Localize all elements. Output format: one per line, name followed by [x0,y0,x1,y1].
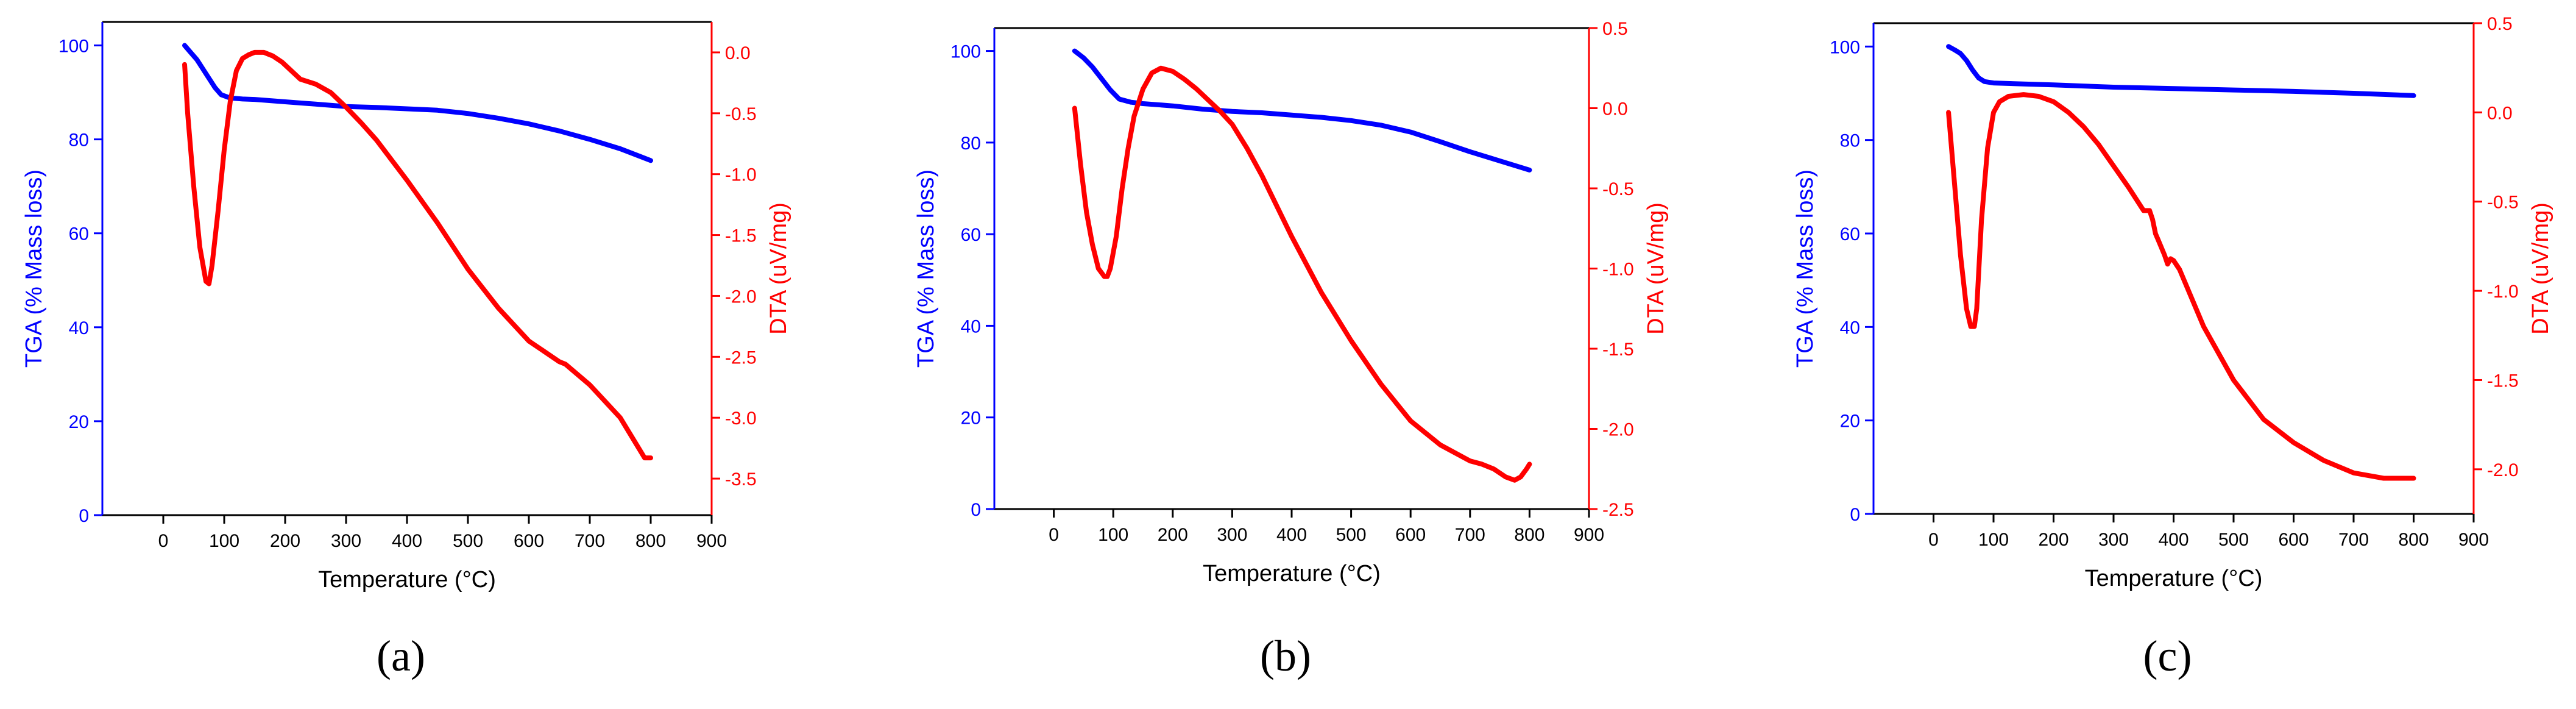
y-tick-label: 40 [1840,318,1860,338]
x-tick-label: 400 [392,531,422,551]
x-tick-label: 200 [1158,525,1188,545]
y2-tick-label: -0.5 [1602,179,1634,199]
x-tick-label: 300 [331,531,361,551]
dta-series-line [1946,92,2416,481]
y-tick-label: 100 [1830,37,1860,57]
y2-tick-label: 0.0 [725,43,751,63]
panel-label: (b) [1260,632,1311,680]
x-tick-label: 300 [2098,530,2129,550]
x-tick-label: 700 [2338,530,2369,550]
x-axis-title: Temperature (°C) [318,567,496,593]
y2-tick-label: 0.5 [2487,14,2513,34]
x-tick-label: 200 [270,531,300,551]
panel-b: 0 100 200 300 400 500 600 700 800 900 0 20 40 60 80 100… [913,19,1669,680]
tga-series-line [182,43,653,163]
y-axis-title: TGA (% Mass loss) [21,169,47,368]
y2-axis-title: DTA (uV/mg) [2528,202,2553,335]
x-tick-label: 100 [1098,525,1128,545]
x-tick-label: 300 [1217,525,1247,545]
y2-tick-label: -1.5 [1602,340,1634,360]
y2-tick-label: -1.5 [725,226,757,246]
x-tick-label: 200 [2038,530,2068,550]
y2-tick-label: -1.0 [1602,260,1634,280]
panel-c: 0 100 200 300 400 500 600 700 800 900 0 20 40 60 80 100… [1792,14,2553,680]
x-tick-label: 900 [696,531,727,551]
x-tick-label: 800 [1514,525,1545,545]
y-tick-label: 80 [1840,131,1860,151]
x-tick-label: 600 [514,531,544,551]
x-tick-label: 400 [2158,530,2189,550]
y-tick-label: 60 [1840,224,1860,244]
x-tick-label: 500 [2218,530,2249,550]
x-tick-label: 500 [1336,525,1367,545]
y2-tick-label: 0.5 [1602,19,1628,39]
y2-tick-label: -0.5 [2487,193,2519,213]
y-tick-label: 60 [69,224,89,244]
y2-axis-title: DTA (uV/mg) [766,202,791,335]
y-axis-title: TGA (% Mass loss) [913,169,939,368]
panel-label: (c) [2143,632,2192,680]
x-tick-label: 900 [1574,525,1604,545]
x-axis-title: Temperature (°C) [2085,566,2263,591]
panel-label: (a) [377,632,425,680]
tga-series-line [1946,44,2416,98]
y-tick-label: 20 [961,408,981,429]
y2-tick-label: 0.0 [2487,103,2513,123]
y2-tick-label: -1.0 [2487,282,2519,302]
y2-tick-label: -3.0 [725,408,757,429]
y-tick-label: 80 [961,134,981,154]
dta-series-line [1072,65,1532,483]
x-tick-label: 800 [2398,530,2429,550]
y2-tick-label: -2.5 [725,347,757,368]
x-tick-label: 800 [635,531,666,551]
panel-a: 0 100 200 300 400 500 600 700 800 900 0 20 40 60 80 100… [21,21,791,680]
y2-tick-label: -2.0 [1602,420,1634,440]
y-tick-label: 0 [1850,505,1860,525]
x-axis-title: Temperature (°C) [1203,561,1381,586]
y-tick-label: 40 [961,316,981,337]
y-tick-label: 80 [69,130,89,151]
y-axis-title: TGA (% Mass loss) [1792,169,1818,368]
x-tick-label: 500 [453,531,483,551]
x-tick-label: 600 [1395,525,1426,545]
y-tick-label: 0 [79,506,89,526]
y-tick-label: 20 [1840,412,1860,432]
y2-tick-label: -0.5 [725,104,757,124]
y-tick-label: 20 [69,412,89,432]
y-tick-label: 40 [69,318,89,338]
x-tick-label: 0 [1049,525,1059,545]
y2-axis-title: DTA (uV/mg) [1643,202,1669,335]
dta-series-line [182,49,653,461]
y2-tick-label: -1.5 [2487,371,2519,391]
x-tick-label: 700 [1455,525,1485,545]
y-tick-label: 100 [950,42,981,62]
x-tick-label: 0 [158,531,169,551]
y-tick-label: 100 [58,37,89,57]
x-tick-label: 100 [1978,530,2009,550]
y2-tick-label: -1.0 [725,165,757,185]
y2-tick-label: -2.0 [2487,460,2519,480]
x-tick-label: 0 [1928,530,1939,550]
y-tick-label: 0 [971,500,981,520]
y2-tick-label: -3.5 [725,469,757,490]
x-tick-label: 100 [209,531,239,551]
x-tick-label: 400 [1276,525,1307,545]
y2-tick-label: -2.0 [725,287,757,307]
x-tick-label: 900 [2458,530,2489,550]
x-tick-label: 600 [2278,530,2309,550]
x-tick-label: 700 [575,531,605,551]
y2-tick-label: 0.0 [1602,99,1628,119]
y-tick-label: 60 [961,225,981,245]
tga-series-line [1072,48,1532,173]
y2-tick-label: -2.5 [1602,500,1634,520]
